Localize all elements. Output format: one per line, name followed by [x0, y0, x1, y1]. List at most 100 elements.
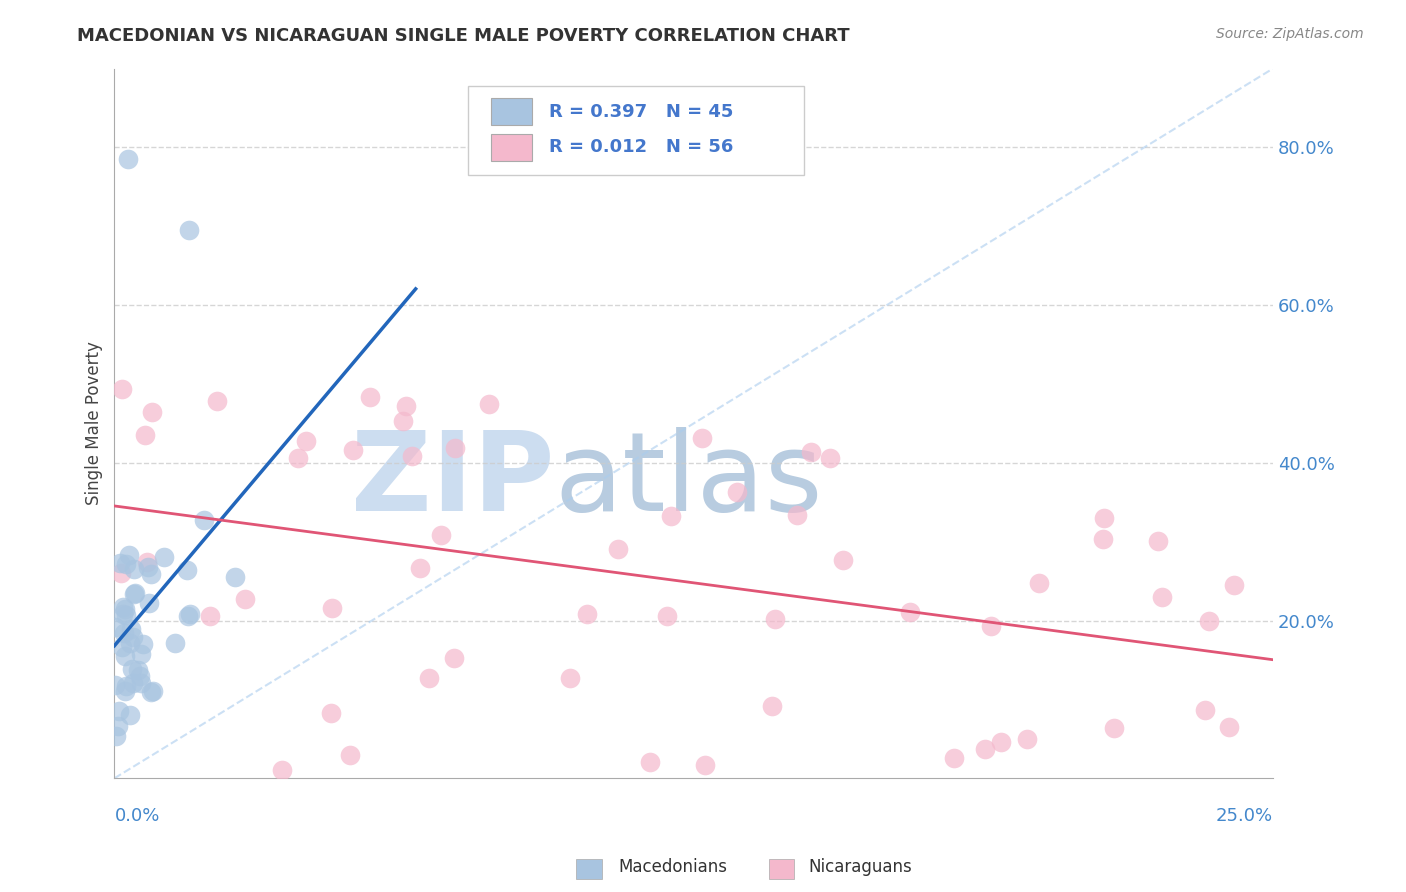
Text: MACEDONIAN VS NICARAGUAN SINGLE MALE POVERTY CORRELATION CHART: MACEDONIAN VS NICARAGUAN SINGLE MALE POV…: [77, 27, 851, 45]
Point: [114, 683, 136, 698]
Point: [900, 605, 922, 619]
Point: [129, 647, 152, 661]
Point: [200, 608, 222, 623]
Point: [114, 679, 136, 693]
Point: [321, 706, 343, 720]
Point: [114, 602, 136, 616]
Bar: [576, 859, 602, 879]
Text: atlas: atlas: [555, 426, 823, 533]
Point: [124, 586, 146, 600]
Point: [1102, 721, 1125, 735]
Point: [111, 640, 134, 654]
FancyBboxPatch shape: [491, 98, 531, 125]
Point: [129, 676, 152, 690]
Point: [114, 648, 136, 663]
Point: [990, 735, 1012, 749]
Point: [800, 445, 823, 459]
Point: [134, 428, 156, 442]
Point: [1146, 534, 1168, 549]
Point: [1198, 614, 1220, 628]
Point: [177, 608, 200, 623]
Point: [725, 484, 748, 499]
Point: [138, 560, 160, 574]
Point: [129, 669, 152, 683]
Point: [271, 763, 294, 777]
Point: [122, 562, 145, 576]
Point: [392, 414, 415, 428]
Point: [395, 399, 418, 413]
Point: [107, 704, 129, 718]
Point: [657, 609, 679, 624]
Point: [176, 563, 198, 577]
Point: [115, 608, 138, 623]
Point: [321, 600, 343, 615]
FancyBboxPatch shape: [491, 134, 531, 161]
Point: [761, 699, 783, 714]
Point: [443, 441, 465, 455]
Point: [443, 651, 465, 665]
Point: [118, 548, 141, 562]
Text: Source: ZipAtlas.com: Source: ZipAtlas.com: [1216, 27, 1364, 41]
Point: [114, 557, 136, 571]
Point: [1218, 720, 1240, 734]
Point: [122, 676, 145, 690]
Text: ZIP: ZIP: [352, 426, 555, 533]
Point: [659, 509, 682, 524]
Point: [118, 707, 141, 722]
Point: [1222, 578, 1244, 592]
Point: [138, 596, 160, 610]
Point: [1028, 575, 1050, 590]
Point: [430, 528, 453, 542]
Point: [690, 431, 713, 445]
Point: [105, 729, 128, 743]
Point: [408, 560, 430, 574]
Point: [152, 549, 174, 564]
Point: [122, 631, 145, 645]
Text: Nicaraguans: Nicaraguans: [808, 858, 912, 876]
Point: [139, 567, 162, 582]
Point: [576, 607, 599, 622]
Point: [786, 508, 808, 522]
Point: [111, 599, 134, 614]
Point: [233, 591, 256, 606]
Point: [974, 742, 997, 756]
Point: [142, 683, 165, 698]
Y-axis label: Single Male Poverty: Single Male Poverty: [86, 342, 103, 506]
Point: [418, 671, 440, 685]
Point: [1194, 703, 1216, 717]
Point: [120, 622, 142, 636]
Point: [359, 390, 381, 404]
Point: [224, 570, 246, 584]
Point: [695, 757, 717, 772]
Point: [193, 513, 215, 527]
Point: [139, 684, 162, 698]
Point: [607, 541, 630, 556]
Point: [107, 719, 129, 733]
Point: [112, 626, 135, 640]
Point: [122, 587, 145, 601]
Point: [111, 607, 134, 622]
Point: [339, 747, 361, 762]
Point: [287, 450, 309, 465]
Text: R = 0.397   N = 45: R = 0.397 N = 45: [548, 103, 734, 120]
Point: [120, 636, 142, 650]
Point: [763, 612, 786, 626]
Point: [478, 397, 501, 411]
Point: [1015, 732, 1038, 747]
Point: [401, 450, 423, 464]
Point: [141, 405, 163, 419]
Text: 0.0%: 0.0%: [114, 807, 160, 825]
Point: [831, 553, 853, 567]
Point: [104, 678, 127, 692]
Point: [110, 566, 132, 581]
Point: [980, 619, 1002, 633]
Point: [342, 443, 364, 458]
Point: [295, 434, 318, 448]
Point: [135, 555, 157, 569]
Point: [943, 750, 966, 764]
Point: [205, 393, 228, 408]
Point: [638, 755, 661, 769]
Point: [560, 671, 582, 685]
Point: [1152, 591, 1174, 605]
Point: [108, 556, 131, 570]
